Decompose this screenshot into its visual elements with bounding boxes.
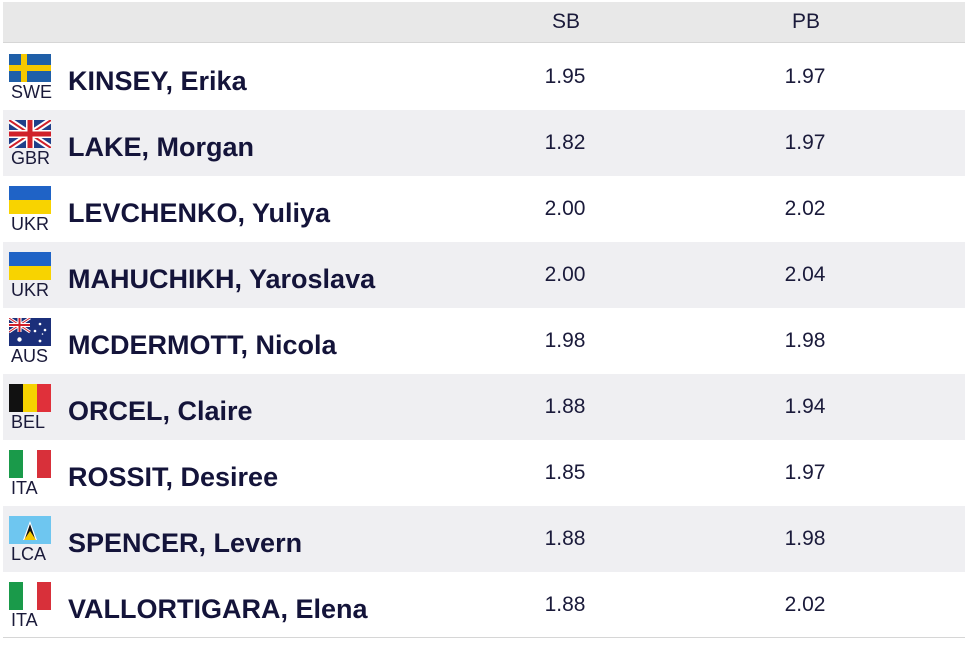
table-row[interactable]: UKR MAHUCHIKH, Yaroslava 2.00 2.04	[3, 242, 965, 308]
ukraine-flag-icon	[9, 252, 51, 280]
personal-best: 1.98	[784, 329, 826, 352]
australia-flag-icon	[9, 318, 51, 346]
table-row[interactable]: AUS MCDERMOTT, Nicola 1.98 1.98	[3, 308, 965, 374]
season-best: 1.88	[544, 593, 586, 616]
personal-best: 1.97	[784, 131, 826, 154]
athlete-name[interactable]: SPENCER, Levern	[68, 528, 303, 558]
country-code: AUS	[11, 346, 49, 366]
country-code: GBR	[11, 148, 51, 168]
belgium-flag-icon	[9, 384, 51, 412]
country-code: UKR	[11, 280, 50, 300]
table-row[interactable]: LCA SPENCER, Levern 1.88 1.98	[3, 506, 965, 572]
column-header-pb[interactable]: PB	[791, 10, 820, 33]
table-row[interactable]: ITA ROSSIT, Desiree 1.85 1.97	[3, 440, 965, 506]
ukraine-flag-icon	[9, 186, 51, 214]
country-code: LCA	[11, 544, 47, 564]
athlete-name[interactable]: ORCEL, Claire	[68, 396, 253, 426]
season-best: 2.00	[544, 263, 586, 286]
athlete-name[interactable]: VALLORTIGARA, Elena	[68, 594, 368, 624]
personal-best: 2.04	[784, 263, 826, 286]
season-best: 1.82	[544, 131, 586, 154]
table-bottom-border	[3, 637, 965, 638]
italy-flag-icon	[9, 450, 51, 478]
country-code: BEL	[11, 412, 46, 432]
country-code: ITA	[11, 478, 38, 498]
athlete-name[interactable]: LEVCHENKO, Yuliya	[68, 198, 331, 228]
table-row[interactable]: GBR LAKE, Morgan 1.82 1.97	[3, 110, 965, 176]
athlete-name[interactable]: ROSSIT, Desiree	[68, 462, 279, 492]
country-code: UKR	[11, 214, 50, 234]
table-row[interactable]: SWE KINSEY, Erika 1.95 1.97	[3, 44, 965, 110]
country-code: ITA	[11, 610, 38, 630]
season-best: 1.88	[544, 527, 586, 550]
table-row[interactable]: ITA VALLORTIGARA, Elena 1.88 2.02	[3, 572, 965, 638]
personal-best: 2.02	[784, 197, 826, 220]
personal-best: 1.94	[784, 395, 826, 418]
season-best: 1.85	[544, 461, 586, 484]
season-best: 2.00	[544, 197, 586, 220]
athlete-name[interactable]: MAHUCHIKH, Yaroslava	[68, 264, 376, 294]
personal-best: 1.97	[784, 461, 826, 484]
country-code: SWE	[11, 82, 53, 102]
saint-lucia-flag-icon	[9, 516, 51, 544]
season-best: 1.95	[544, 65, 586, 88]
column-header-sb[interactable]: SB	[551, 10, 580, 33]
season-best: 1.88	[544, 395, 586, 418]
great-britain-flag-icon	[9, 120, 51, 148]
table-row[interactable]: UKR LEVCHENKO, Yuliya 2.00 2.02	[3, 176, 965, 242]
season-best: 1.98	[544, 329, 586, 352]
italy-flag-icon	[9, 582, 51, 610]
athlete-name[interactable]: MCDERMOTT, Nicola	[68, 330, 337, 360]
athlete-name[interactable]: LAKE, Morgan	[68, 132, 254, 162]
table-header: SB PB	[3, 2, 965, 43]
personal-best: 2.02	[784, 593, 826, 616]
personal-best: 1.98	[784, 527, 826, 550]
sweden-flag-icon	[9, 54, 51, 82]
table-row[interactable]: BEL ORCEL, Claire 1.88 1.94	[3, 374, 965, 440]
personal-best: 1.97	[784, 65, 826, 88]
athlete-name[interactable]: KINSEY, Erika	[68, 66, 247, 96]
